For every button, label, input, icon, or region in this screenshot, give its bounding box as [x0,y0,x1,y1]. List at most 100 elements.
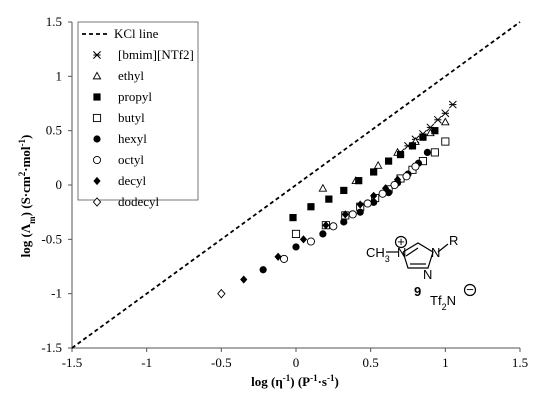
legend-symbol-open-triangle [92,71,102,80]
point-open-triangle [373,160,383,169]
minus-charge-circle [463,283,477,297]
molecule-labels: CH3 N N N R + − 9 Tf2N [366,233,474,312]
point-open-square [291,229,301,238]
point-filled-circle [423,148,432,156]
legend-symbol-open-square [92,113,102,123]
legend: KCl line [bmim][NTf2] ethyl propyl butyl hexy… [77,21,199,209]
legend-label: decyl [118,173,147,188]
point-filled-diamond [299,235,308,244]
x-tick-label: 1 [442,355,449,370]
plus-sign: + [397,234,405,249]
point-filled-diamond [274,252,282,261]
plus-charge-circle [394,235,408,249]
point-filled-square [340,186,348,195]
legend-symbol-filled-square [93,93,101,101]
point-filled-diamond [370,191,378,200]
y-tick-label: 1 [56,68,63,83]
x-tick-label: 0.5 [363,355,379,370]
data-points [217,100,457,299]
point-filled-circle [259,266,267,274]
point-filled-square [396,150,405,159]
legend-label: octyl [118,152,144,167]
point-filled-diamond [393,175,402,184]
legend-symbol-filled-diamond [93,176,101,186]
ring-double-bond [405,247,419,257]
legend-kcl-label: KCl line [114,26,159,41]
point-filled-circle [356,208,364,216]
ring-nitrogen-right: N [431,245,440,260]
x-axis-label: log (η-1) (P-1·s-1) [251,373,339,389]
legend-label: dodecyl [118,194,160,209]
point-open-triangle [318,183,328,192]
minus-sign: − [466,282,474,297]
point-filled-square [355,177,363,185]
legend-symbol-open-circle [92,155,102,165]
point-asterisk [441,109,450,118]
point-open-circle [348,210,357,219]
y-tick-label: 0.5 [46,123,62,138]
ionic-liquid-structure [386,235,477,297]
point-open-circle [402,172,411,181]
legend-label: ethyl [118,68,144,83]
point-open-circle [390,180,399,190]
point-filled-diamond [322,221,330,230]
y-tick-label: -1 [51,286,62,301]
point-open-square [430,148,439,157]
legend-label: butyl [118,110,145,125]
methyl-label: CH3 [366,245,390,264]
point-asterisk [448,100,457,109]
ring-bonds [402,242,434,269]
point-open-circle [363,199,372,208]
point-open-square [441,137,450,146]
point-filled-circle [319,230,327,238]
point-filled-square [408,142,417,150]
legend-symbol-filled-circle [93,135,101,143]
point-open-circle [280,254,289,263]
point-filled-square [419,133,427,141]
point-filled-circle [370,198,378,206]
point-asterisk [433,115,442,124]
anion-label: Tf2N [430,293,456,312]
point-filled-diamond [382,184,390,193]
point-open-diamond [217,288,226,299]
y-axis-label: log (Λm) (S·cm2·mol-1) [17,135,37,258]
legend-label: hexyl [118,131,147,146]
point-filled-square [431,127,439,135]
point-filled-diamond [356,200,364,209]
point-filled-square [289,214,297,222]
r-bond [437,243,449,253]
point-open-circle [329,222,338,231]
kcl-line [71,21,521,349]
legend-symbol-open-diamond [92,197,102,207]
point-open-triangle [440,117,450,126]
point-open-circle [306,237,315,246]
substituent-label: R [449,233,458,248]
point-filled-square [307,203,315,211]
kcl-reference-line-layer [71,21,521,349]
legend-symbol-asterisk [93,51,101,59]
x-tick-label: -0.5 [211,355,232,370]
point-filled-circle [292,243,300,251]
legend-items: KCl line [bmim][NTf2] ethyl propyl butyl hexy… [82,26,194,209]
point-filled-diamond [240,275,248,284]
compound-number: 9 [414,284,421,299]
y-tick-label: -1.5 [41,340,62,355]
legend-label: [bmim][NTf2] [118,47,194,62]
x-tick-label: -1 [141,355,152,370]
legend-box [77,21,199,201]
point-filled-square [325,195,333,203]
point-filled-square [384,157,393,165]
y-tick-label: 0 [56,177,63,192]
x-tick-label: 1.5 [512,355,528,370]
point-filled-diamond [341,210,349,219]
x-tick-label: 0 [293,355,300,370]
y-tick-label: 1.5 [46,14,62,29]
y-tick-label: -0.5 [41,231,62,246]
legend-label: propyl [118,89,152,104]
point-filled-square [370,168,378,176]
point-filled-circle [340,218,348,226]
axes: -1.5 -1 -0.5 0 0.5 1 1.5 -1.5 -1 -0.5 0 0.5 1 1.5 [41,14,528,370]
point-open-circle [411,162,420,171]
point-open-circle [378,189,387,198]
